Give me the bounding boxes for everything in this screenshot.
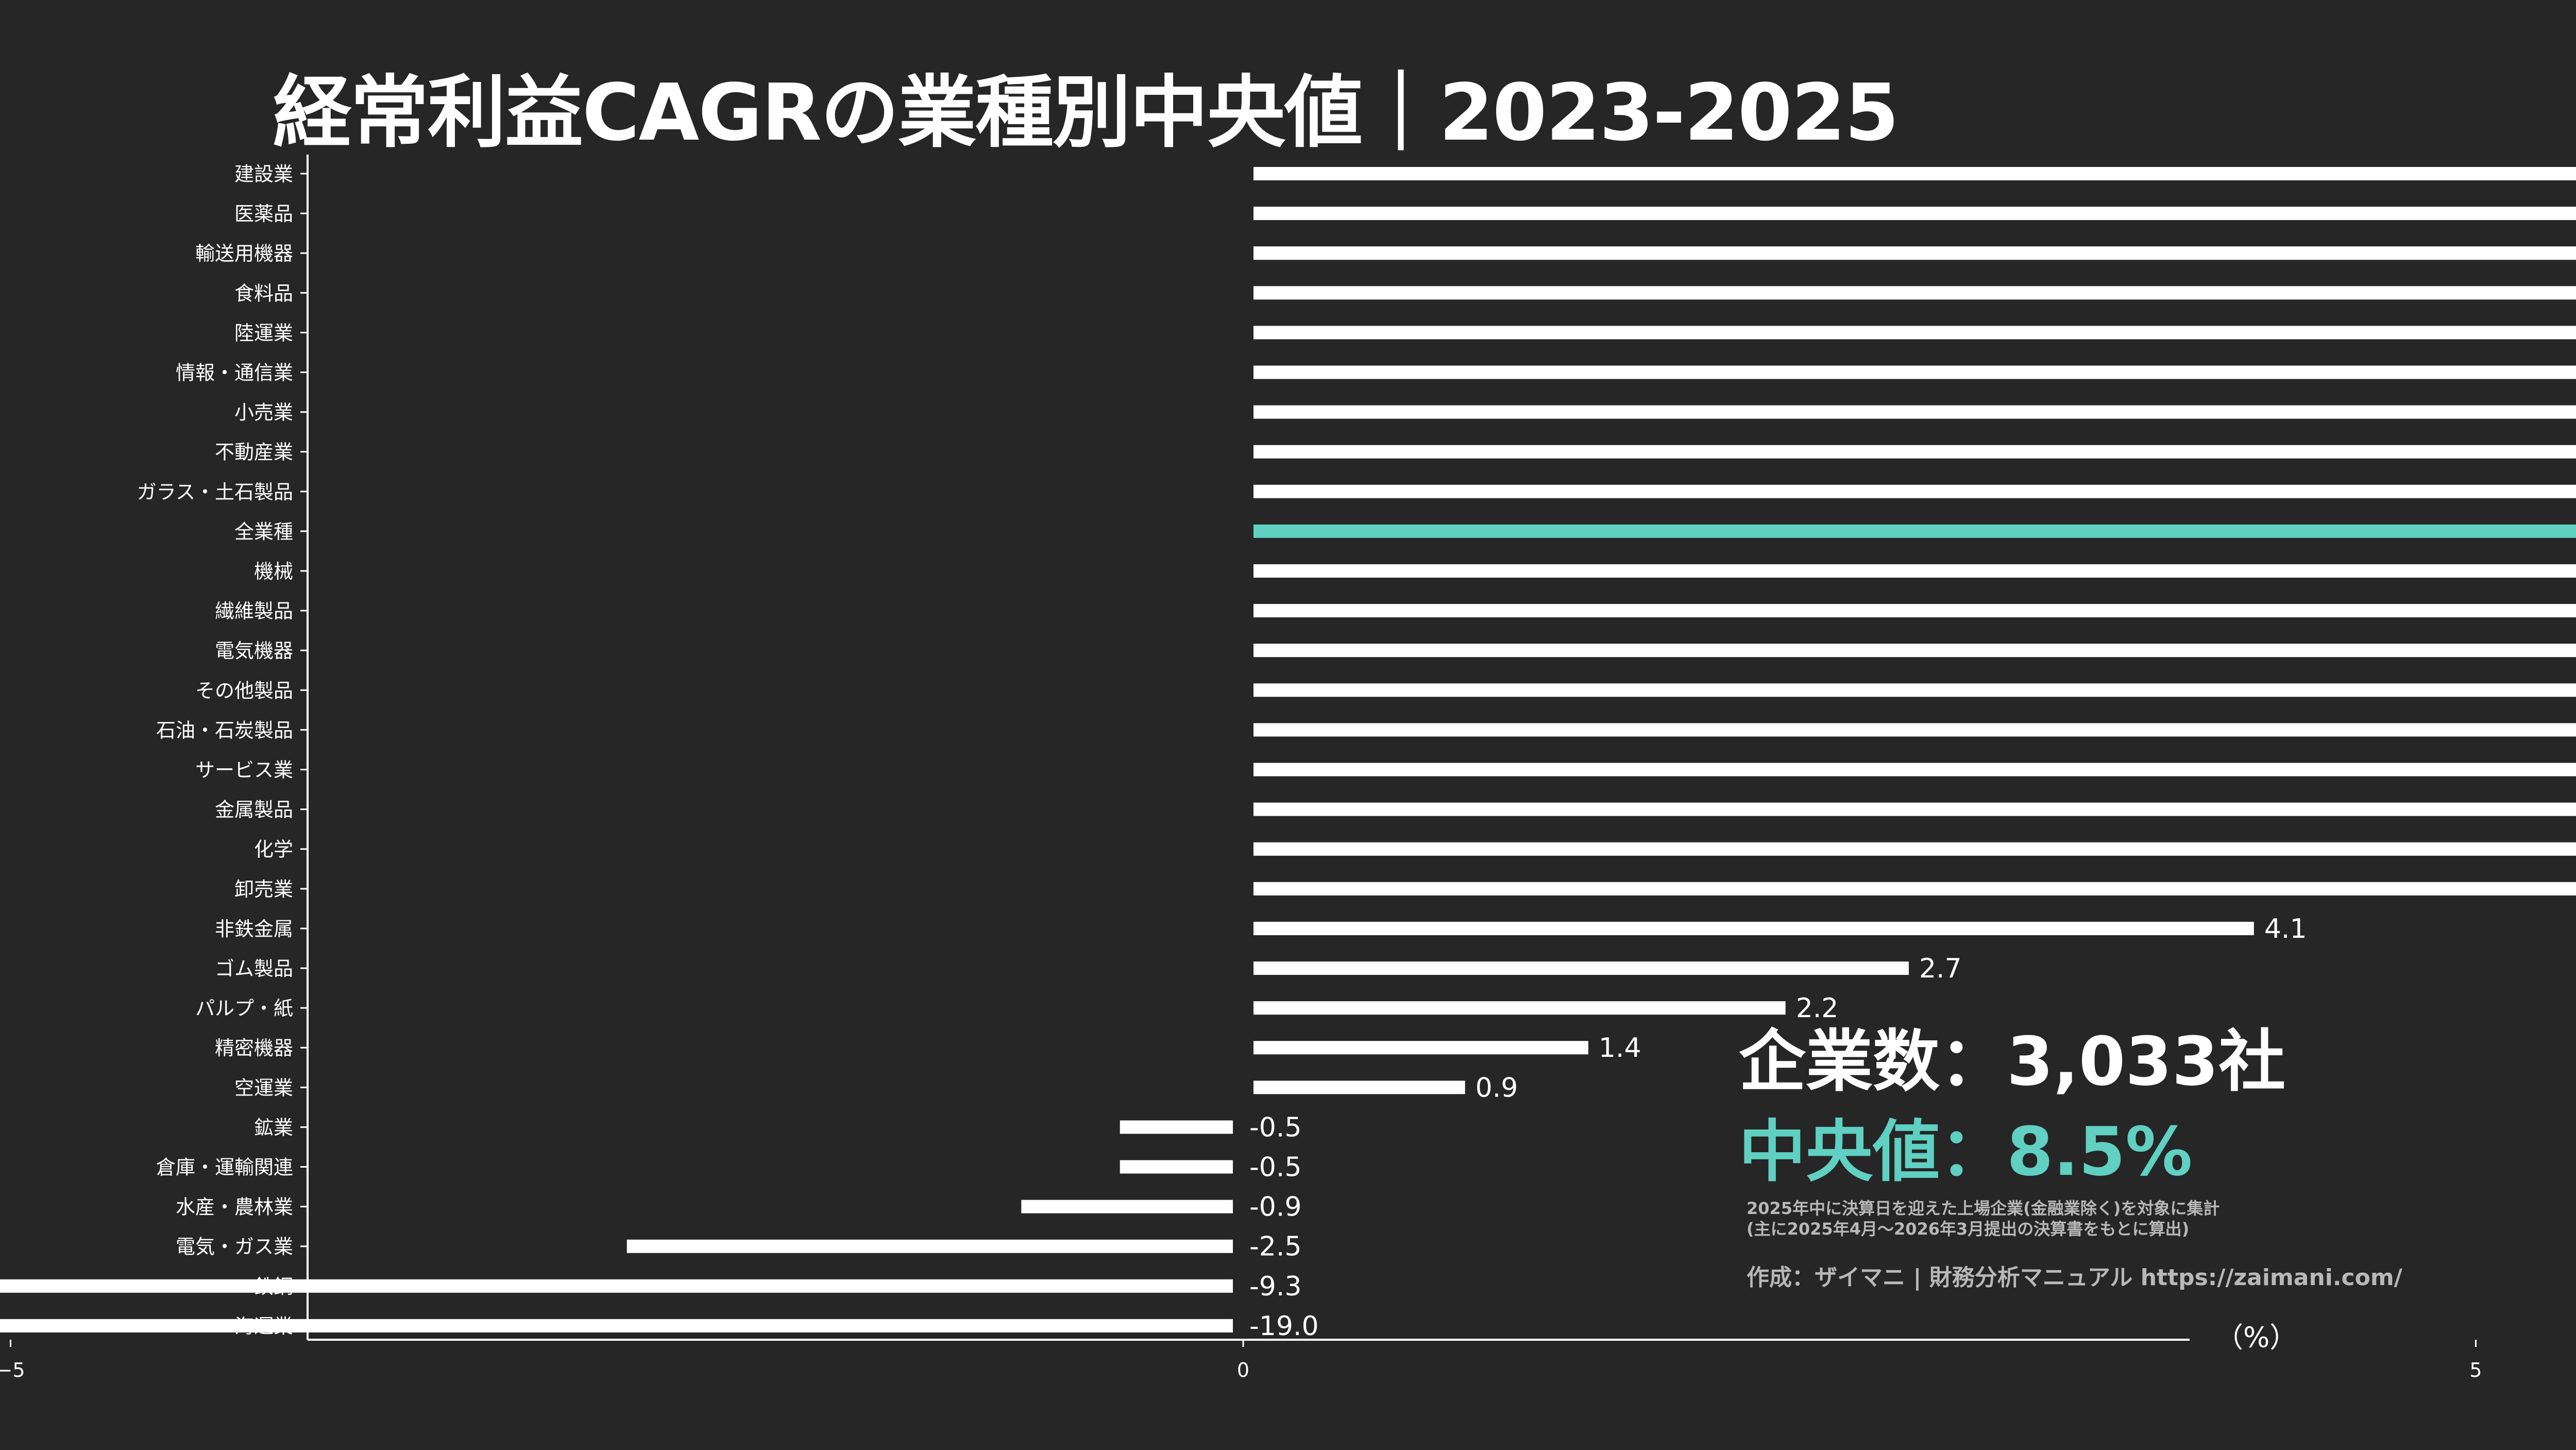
category-label: 食料品	[234, 282, 293, 305]
bar	[1253, 167, 2576, 180]
bar	[1253, 1001, 1786, 1015]
value-label: 2.7	[1919, 953, 1962, 984]
bar	[1253, 882, 2576, 896]
bar	[1253, 484, 2576, 498]
x-tick-label: −5	[0, 1359, 25, 1381]
x-tick-label: 0	[1237, 1359, 1249, 1381]
category-label: 鉱業	[254, 1116, 293, 1139]
bar	[1253, 763, 2576, 777]
category-label: 小売業	[234, 401, 293, 424]
value-label: -0.5	[1249, 1112, 1301, 1143]
category-label: 倉庫・運輸関連	[156, 1156, 293, 1179]
note-line-2: (主に2025年4月〜2026年3月提出の決算書をもとに算出)	[1747, 1219, 2190, 1239]
category-label: ガラス・土石製品	[137, 481, 293, 503]
category-label: 電気機器	[215, 639, 293, 662]
category-label: 卸売業	[234, 878, 293, 901]
bar	[1253, 445, 2576, 459]
bar	[1253, 921, 2254, 935]
value-label: -9.3	[1249, 1271, 1301, 1302]
value-labels: 19.318.217.012.812.811.210.610.19.18.58.…	[1249, 914, 2307, 1342]
median-value: 中央値：8.5%	[1739, 1112, 2193, 1191]
category-label: 水産・農林業	[176, 1196, 293, 1219]
value-label: 4.1	[2264, 914, 2307, 945]
x-tick-label: 5	[2469, 1359, 2482, 1381]
bar	[1253, 604, 2576, 618]
value-label: -2.5	[1249, 1232, 1301, 1262]
value-label: 0.9	[1476, 1072, 1518, 1103]
category-label: 精密機器	[215, 1037, 293, 1059]
chart-title: 経常利益CAGRの業種別中央値｜2023-2025	[273, 67, 1899, 158]
category-label: サービス業	[195, 759, 293, 782]
bar	[0, 1279, 1233, 1293]
bar	[1253, 723, 2576, 737]
bar	[1253, 683, 2576, 697]
bar	[1253, 207, 2576, 221]
category-label: 繊維製品	[215, 600, 293, 622]
category-label: 医薬品	[234, 203, 293, 225]
x-axis-unit-label: （%）	[2215, 1321, 2297, 1354]
bars	[0, 167, 2576, 1333]
bar	[1021, 1200, 1233, 1213]
value-label: 2.2	[1796, 993, 1839, 1024]
category-label: その他製品	[195, 679, 293, 702]
bar	[1253, 1041, 1588, 1055]
company-count: 企業数：3,033社	[1739, 1022, 2286, 1101]
bar	[0, 1319, 1233, 1333]
category-label: ゴム製品	[215, 957, 293, 980]
value-label: -0.5	[1249, 1152, 1301, 1183]
category-label: 情報・通信業	[176, 362, 293, 384]
bar	[1253, 365, 2576, 379]
note-line-1: 2025年中に決算日を迎えた上場企業(金融業除く)を対象に集計	[1747, 1199, 2220, 1218]
bar	[1120, 1160, 1233, 1174]
bar	[1253, 564, 2576, 578]
bar	[1253, 842, 2576, 856]
bar	[1253, 1081, 1465, 1094]
category-label: 空運業	[234, 1076, 293, 1099]
credit-line: 作成：ザイマニ | 財務分析マニュアル https://zaimani.com/	[1747, 1264, 2402, 1291]
bar	[1253, 962, 1909, 975]
bar	[626, 1239, 1233, 1253]
x-tick-labels: −15−10−5051015	[0, 1340, 2482, 1381]
category-label: 不動産業	[215, 441, 293, 464]
category-labels: 建設業医薬品輸送用機器食料品陸運業情報・通信業小売業不動産業ガラス・土石製品全業…	[137, 163, 308, 1338]
category-label: 全業種	[234, 520, 293, 543]
bar	[1253, 246, 2576, 260]
value-label: 1.4	[1599, 1033, 1641, 1064]
bar	[1253, 326, 2576, 340]
bar	[1253, 286, 2576, 300]
category-label: 電気・ガス業	[176, 1236, 293, 1258]
category-label: 輸送用機器	[195, 242, 293, 265]
bar	[1120, 1120, 1233, 1134]
category-label: 石油・石炭製品	[156, 719, 293, 741]
category-label: 化学	[254, 838, 293, 861]
bar	[1253, 405, 2576, 419]
bar	[1253, 802, 2576, 816]
category-label: パルプ・紙	[195, 997, 293, 1020]
bar	[1253, 644, 2576, 657]
value-label: -0.9	[1249, 1192, 1301, 1223]
category-label: 金属製品	[215, 799, 293, 821]
value-label: -19.0	[1249, 1311, 1319, 1342]
bar	[1253, 524, 2576, 538]
category-label: 非鉄金属	[215, 918, 293, 940]
category-label: 陸運業	[234, 322, 293, 344]
category-label: 建設業	[234, 163, 293, 186]
axes: （%）	[307, 155, 2297, 1354]
category-label: 機械	[254, 560, 293, 583]
